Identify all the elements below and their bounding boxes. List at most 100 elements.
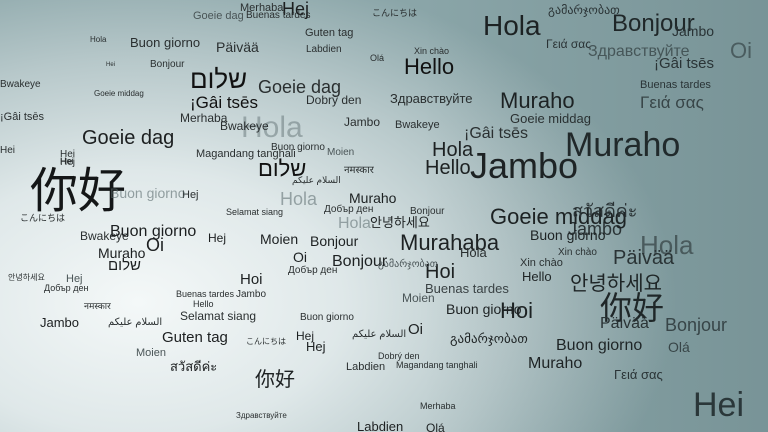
greeting-word: Bwakeye bbox=[80, 229, 129, 243]
greeting-word: Hoi bbox=[500, 298, 534, 323]
greeting-word: Muraho bbox=[98, 245, 146, 261]
greeting-word: Muraho bbox=[565, 126, 681, 164]
greeting-word: Buon giorno bbox=[110, 223, 197, 240]
greeting-word: こんにちは bbox=[372, 8, 418, 18]
greeting-word: Hello bbox=[404, 54, 455, 79]
greeting-word: Bonjour bbox=[332, 253, 388, 270]
greeting-word: Γειά σας bbox=[640, 93, 704, 112]
greeting-word: ¡Gâi tsēs bbox=[0, 111, 45, 123]
greeting-word: გამარჯობათ bbox=[378, 259, 438, 270]
greeting-word: Hei bbox=[106, 62, 116, 68]
greeting-word: Jambo bbox=[470, 145, 579, 186]
greeting-word: Hei bbox=[0, 145, 16, 156]
greeting-word: 你好 bbox=[255, 369, 295, 391]
greeting-word: Oi bbox=[408, 321, 423, 338]
greeting-word: Labdien bbox=[346, 361, 386, 373]
greeting-word: Buon giorno bbox=[556, 337, 643, 354]
greeting-word: السلام عليكم bbox=[292, 175, 341, 185]
greeting-word: Moien bbox=[136, 347, 166, 359]
greeting-word: Moien bbox=[327, 147, 355, 158]
greeting-word: こんにちは bbox=[20, 213, 66, 223]
greeting-word: Goeie dag bbox=[258, 77, 342, 97]
greeting-word: Hola bbox=[432, 139, 474, 161]
greeting-word: Добър ден bbox=[44, 283, 89, 293]
greeting-word: שלום bbox=[190, 64, 248, 94]
greeting-word: Hej bbox=[60, 157, 76, 168]
greeting-word: Labdien bbox=[357, 419, 404, 432]
greeting-word: გამარჯობათ bbox=[450, 331, 528, 346]
greeting-word: Hei bbox=[60, 149, 76, 160]
greeting-word: Добър ден bbox=[324, 204, 374, 215]
greeting-word: Olá bbox=[370, 53, 385, 63]
greeting-word: Hola bbox=[241, 111, 303, 144]
greeting-word: Xin chào bbox=[520, 257, 563, 269]
greeting-word: Jambo bbox=[236, 289, 267, 300]
greeting-word: Buenas tardes bbox=[176, 289, 235, 299]
greeting-word: Päivää bbox=[613, 247, 675, 269]
greeting-word: გამარჯობათ bbox=[548, 3, 620, 17]
greeting-word: Goeie middag bbox=[94, 89, 144, 98]
greeting-word: Xin chào bbox=[558, 247, 597, 258]
greeting-word: Dobrý den bbox=[306, 93, 362, 107]
greeting-word: Päivää bbox=[216, 39, 259, 55]
greeting-word: Hoi bbox=[425, 261, 456, 283]
greeting-word: こんにちは bbox=[246, 337, 286, 346]
greeting-word: Jambo bbox=[40, 315, 80, 330]
greeting-word: Hej bbox=[182, 189, 199, 201]
greeting-word: שלום bbox=[258, 156, 307, 181]
greeting-word: नमस्कार bbox=[84, 301, 111, 311]
greeting-word: Hej bbox=[282, 0, 310, 19]
greeting-word: สวัสดีค่ะ bbox=[572, 201, 638, 221]
greeting-word: Goeie middag bbox=[510, 111, 591, 126]
greeting-word: Buon giorno bbox=[110, 185, 186, 201]
greeting-word: Guten tag bbox=[162, 329, 228, 346]
greeting-word: Guten tag bbox=[305, 27, 354, 39]
greeting-word: Добър ден bbox=[288, 265, 338, 276]
greeting-word: Labdien bbox=[306, 44, 342, 55]
greeting-word: Hei bbox=[60, 156, 74, 166]
greeting-word: Bonjour bbox=[410, 206, 445, 217]
greeting-word: Goeie dag bbox=[193, 10, 244, 22]
greeting-word: Hello bbox=[522, 269, 552, 284]
greeting-word: Jambo bbox=[344, 115, 381, 129]
greeting-word: Muraho bbox=[500, 88, 575, 113]
greeting-word: Buenas tardes bbox=[425, 281, 509, 296]
greeting-word: Hola bbox=[280, 189, 318, 209]
greeting-word: Muraho bbox=[528, 355, 583, 372]
greeting-word: Hej bbox=[66, 273, 83, 285]
greeting-word: السلام عليكم bbox=[352, 329, 407, 340]
greeting-word: Bwakeye bbox=[220, 119, 269, 133]
greeting-word: नमस्कार bbox=[344, 165, 374, 176]
greeting-word: Buon giorno bbox=[300, 312, 354, 323]
greeting-word: Olá bbox=[668, 339, 690, 355]
greeting-word: Hei bbox=[693, 386, 745, 424]
greeting-word: Hola bbox=[640, 230, 694, 260]
greeting-word: Hola bbox=[483, 10, 541, 41]
greeting-word: Jambo bbox=[672, 23, 715, 39]
greeting-word: Hoi bbox=[240, 271, 263, 288]
greeting-word: Merhaba bbox=[420, 401, 456, 411]
greeting-word: Hej bbox=[306, 339, 326, 354]
greeting-word: Hello bbox=[193, 299, 214, 309]
greeting-word: Γειά σας bbox=[546, 37, 592, 51]
greeting-word: Hola bbox=[338, 215, 371, 232]
greeting-word: Magandang tanghali bbox=[396, 360, 478, 370]
greeting-word: Merhaba bbox=[240, 2, 284, 14]
greeting-word: Buenas tardes bbox=[640, 79, 711, 91]
greeting-word: 你好 bbox=[30, 165, 127, 218]
greeting-word: ¡Gâi tsēs bbox=[464, 125, 529, 142]
greeting-word: Здравствуйте bbox=[588, 43, 690, 60]
greeting-word: Moien bbox=[402, 291, 435, 305]
greeting-word: Bwakeye bbox=[395, 119, 440, 131]
greeting-word: Buenas tardes bbox=[246, 10, 311, 21]
greeting-word: Selamat siang bbox=[180, 309, 257, 323]
greeting-word: שלום bbox=[108, 257, 141, 274]
greeting-word: สวัสดีค่ะ bbox=[170, 359, 218, 374]
greeting-word: Magandang tanghali bbox=[196, 148, 296, 160]
greeting-word: Oi bbox=[730, 38, 752, 63]
greeting-word: Hello bbox=[425, 157, 471, 179]
greeting-word: السلام عليكم bbox=[108, 317, 163, 328]
greeting-word: Jambo bbox=[568, 219, 623, 239]
greeting-word: Goeie dag bbox=[82, 127, 175, 149]
